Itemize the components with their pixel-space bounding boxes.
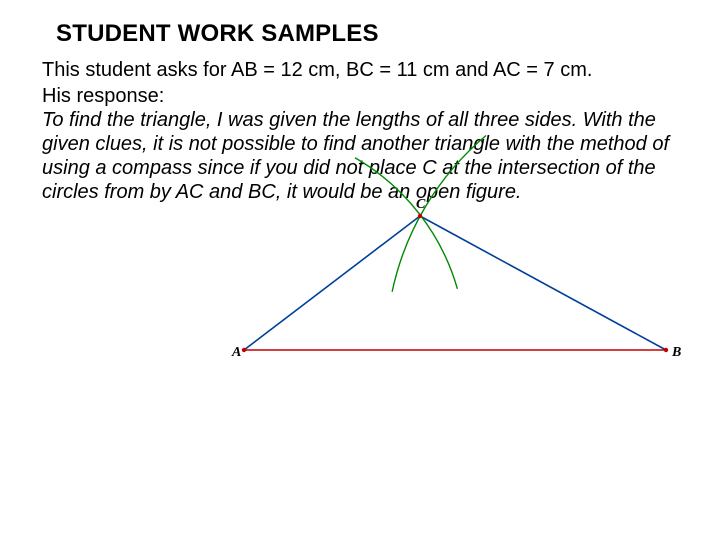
intro-text: This student asks for AB = 12 cm, BC = 1… bbox=[42, 58, 678, 82]
slide-content: STUDENT WORK SAMPLES This student asks f… bbox=[0, 0, 720, 540]
response-label: His response: bbox=[42, 84, 678, 108]
slide-title: STUDENT WORK SAMPLES bbox=[56, 20, 678, 48]
response-body: To find the triangle, I was given the le… bbox=[42, 108, 678, 204]
